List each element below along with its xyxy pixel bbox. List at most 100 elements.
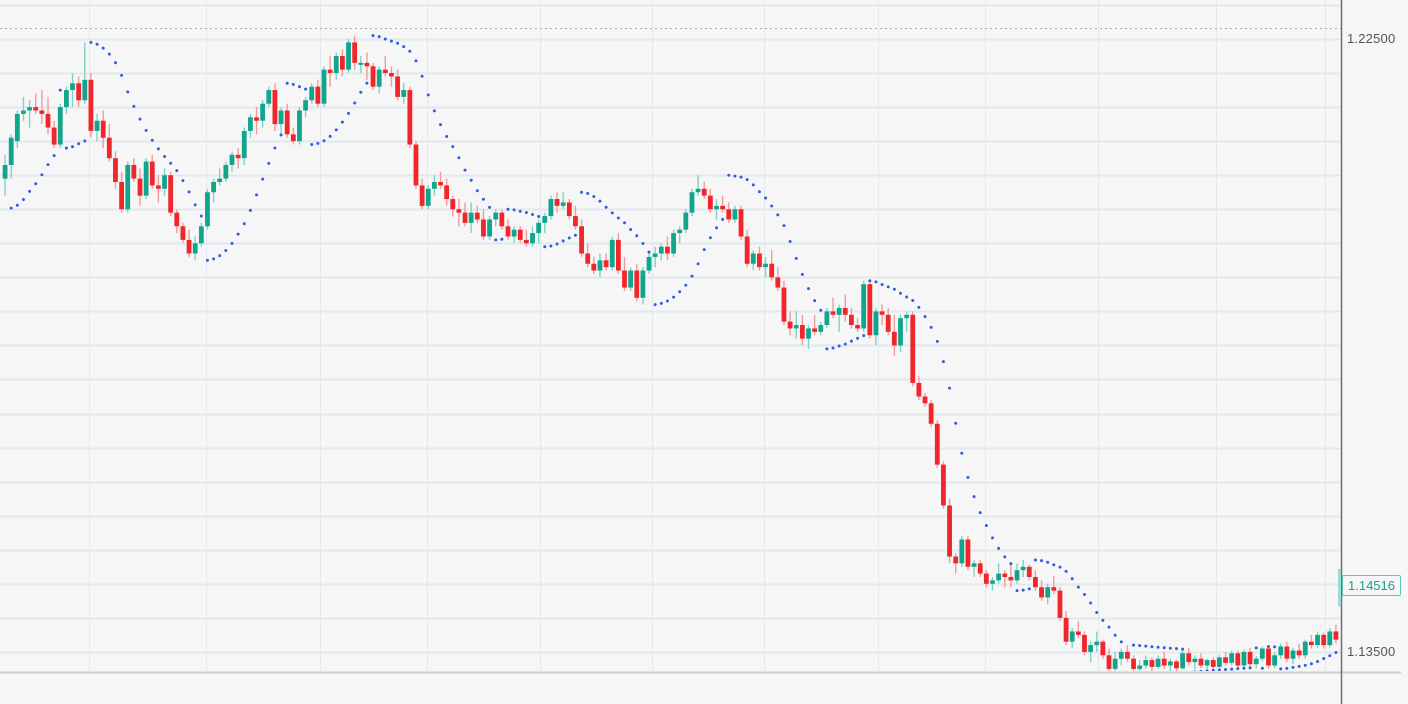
candle-down	[1247, 651, 1253, 665]
candle-down	[665, 246, 670, 254]
sar-dot	[187, 190, 191, 194]
candle-down	[775, 277, 781, 288]
sar-dot	[782, 224, 786, 228]
sar-dot	[512, 208, 516, 212]
candle-up	[468, 212, 474, 223]
candle-up	[376, 69, 382, 87]
sar-dot	[310, 143, 314, 147]
sar-dot	[966, 475, 970, 479]
candle-down	[849, 314, 854, 326]
candle-down	[1284, 646, 1290, 659]
sar-dot	[1174, 647, 1178, 651]
candle-up	[750, 253, 756, 264]
candle-up	[321, 69, 327, 104]
sar-dot	[126, 90, 130, 94]
sar-dot	[1119, 640, 1123, 644]
candle-down	[168, 175, 174, 213]
candle-down	[781, 287, 787, 322]
candle-down	[867, 284, 873, 336]
sar-dot	[1279, 667, 1283, 671]
sar-dot	[463, 168, 467, 172]
sar-dot	[567, 236, 571, 240]
candle-down	[290, 134, 296, 142]
sar-dot	[58, 88, 62, 92]
candle-down	[965, 539, 971, 567]
candle-down	[1039, 587, 1044, 598]
candle-up	[628, 270, 634, 288]
candle-up	[990, 580, 995, 584]
candle-down	[891, 331, 897, 346]
sar-dot	[457, 156, 461, 160]
candle-down	[922, 396, 928, 404]
sar-dot	[623, 221, 627, 225]
sar-dot	[1188, 670, 1190, 671]
candle-down	[39, 110, 45, 114]
candle-up	[358, 62, 364, 65]
candle-up	[1241, 651, 1247, 666]
candle-up	[229, 154, 235, 165]
candle-down	[1063, 617, 1069, 642]
sar-dot	[255, 193, 259, 197]
candle-down	[885, 314, 891, 332]
sar-dot	[402, 45, 406, 49]
candle-down	[726, 209, 732, 220]
sar-dot	[813, 299, 817, 303]
candle-up	[487, 219, 492, 237]
candle-down	[701, 188, 707, 196]
candle-down	[953, 556, 959, 564]
sar-dot	[911, 298, 915, 302]
sar-dot	[555, 242, 559, 246]
candle-down	[389, 73, 394, 77]
sar-dot	[806, 287, 810, 291]
sar-dot	[659, 301, 663, 305]
sar-dot	[635, 234, 639, 238]
candle-up	[511, 229, 517, 237]
candle-down	[339, 56, 345, 70]
sar-dot	[960, 451, 964, 455]
sar-dot	[849, 339, 853, 343]
candle-up	[1259, 648, 1265, 659]
sar-dot	[156, 147, 160, 151]
candle-down	[1186, 653, 1192, 663]
candle-down	[174, 212, 180, 227]
candle-up	[1069, 631, 1075, 642]
sar-dot	[371, 34, 375, 38]
sar-dot	[273, 146, 277, 150]
candle-up	[971, 563, 977, 567]
candle-up	[671, 233, 676, 254]
candle-down	[481, 219, 486, 237]
candle-up	[1217, 657, 1222, 667]
sar-dot	[1126, 670, 1129, 671]
sar-dot	[721, 217, 725, 221]
candle-down	[910, 314, 916, 383]
candle-up	[125, 164, 131, 210]
sar-dot	[46, 163, 50, 167]
sar-dot	[1003, 555, 1007, 559]
candle-up	[1088, 645, 1094, 652]
candle-up	[333, 56, 339, 74]
sar-dot	[1285, 666, 1289, 670]
candle-down	[1235, 653, 1241, 666]
candle-down	[947, 505, 952, 557]
sar-dot	[1132, 643, 1136, 647]
sar-dot	[1322, 656, 1326, 660]
candle-up	[1229, 653, 1235, 663]
sar-dot	[549, 244, 553, 248]
sar-dot	[365, 81, 369, 85]
sar-dot	[905, 295, 909, 299]
candle-down	[88, 79, 94, 131]
candle-up	[1167, 661, 1173, 666]
sar-dot	[224, 248, 228, 252]
sar-dot	[1052, 563, 1056, 567]
candle-down	[315, 86, 321, 104]
candle-down	[438, 182, 443, 186]
candle-down	[499, 212, 505, 227]
candle-down	[591, 263, 597, 271]
sar-dot	[586, 192, 590, 196]
sar-dot	[1033, 558, 1037, 562]
sar-dot	[1193, 670, 1197, 671]
sar-dot	[334, 128, 338, 132]
sar-dot	[1334, 650, 1338, 654]
